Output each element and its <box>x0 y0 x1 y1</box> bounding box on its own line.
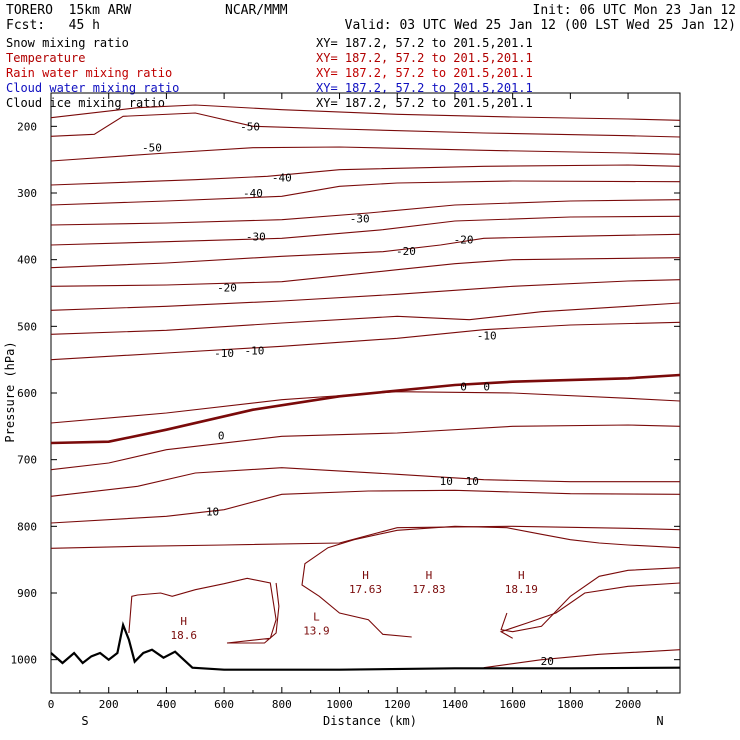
valid-time: Valid: 03 UTC Wed 25 Jan 12 (00 LST Wed … <box>344 18 736 33</box>
y-tick-label: 800 <box>17 520 37 533</box>
legend-label: Temperature <box>6 51 86 65</box>
x-axis-label: Distance (km) <box>323 714 417 728</box>
x-tick-label: 1600 <box>499 698 526 711</box>
isotherm-label: 10 <box>440 475 453 488</box>
y-tick-label: 600 <box>17 387 37 400</box>
isotherm-line <box>50 467 680 497</box>
isotherm-line <box>50 104 681 121</box>
x-tick-label: 2000 <box>615 698 642 711</box>
y-tick-label: 900 <box>17 587 37 600</box>
legend-xy: XY= 187.2, 57.2 to 201.5,201.1 <box>316 66 533 80</box>
extremum-type: L <box>313 610 320 623</box>
isotherm-line <box>50 233 681 269</box>
isotherm-label: -10 <box>477 330 497 343</box>
x-tick-label: 1400 <box>442 698 469 711</box>
extremum-type: H <box>362 569 369 582</box>
isotherm-label: -20 <box>396 245 416 258</box>
terrain-line <box>50 621 681 671</box>
isotherm-label: 10 <box>466 475 479 488</box>
isotherm-label: 0 <box>460 380 467 393</box>
x-tick-label: 1200 <box>384 698 411 711</box>
low-level-contour <box>483 649 681 669</box>
center-label: NCAR/MMM <box>225 3 288 18</box>
isotherm-label: 20 <box>541 655 554 668</box>
forecast-hour: Fcst: 45 h <box>6 18 100 33</box>
isotherm-line <box>50 112 681 138</box>
extremum-type: H <box>426 569 433 582</box>
isotherm-line <box>50 373 681 445</box>
init-time: Init: 06 UTC Mon 23 Jan 12 <box>532 3 737 18</box>
axes: 0 200 400 600 800 1000 1200 1400 1600 1800 2000200… <box>11 93 680 711</box>
legend-label: Rain water mixing ratio <box>6 66 173 80</box>
isotherm-label: 0 <box>483 380 490 393</box>
extremum-value: 18.6 <box>170 629 197 642</box>
y-tick-label: 400 <box>17 254 37 267</box>
isotherm-label: -30 <box>350 212 370 225</box>
x-tick-label: 1800 <box>557 698 584 711</box>
rain-contour <box>499 582 681 639</box>
legend-label: Cloud ice mixing ratio <box>6 96 165 110</box>
legend-xy: XY= 187.2, 57.2 to 201.5,201.1 <box>316 81 533 95</box>
y-axis-label: Pressure (hPa) <box>3 341 17 442</box>
legend-xy: XY= 187.2, 57.2 to 201.5,201.1 <box>316 36 533 50</box>
isotherm-label: 10 <box>206 506 219 519</box>
isotherm-label: -10 <box>214 347 234 360</box>
isotherm-label: -50 <box>142 142 162 155</box>
model-title: TORERO 15km ARW <box>6 3 132 18</box>
isotherm-label: -50 <box>240 120 260 133</box>
x-tick-label: 400 <box>156 698 176 711</box>
rain-contour <box>301 525 681 638</box>
legend-label: Cloud water mixing ratio <box>6 81 180 95</box>
isotherm-line <box>50 391 681 424</box>
y-tick-label: 1000 <box>11 654 38 667</box>
rain-contour <box>128 577 280 644</box>
legend-xy: XY= 187.2, 57.2 to 201.5,201.1 <box>316 51 533 65</box>
isotherm-line <box>50 489 681 524</box>
isotherm-line <box>50 180 681 206</box>
x-end-label-left: S <box>81 714 88 728</box>
y-tick-label: 700 <box>17 454 37 467</box>
isotherm-line <box>50 215 681 246</box>
isotherm-line <box>50 199 681 226</box>
isotherm-line <box>50 257 681 287</box>
x-tick-label: 1000 <box>326 698 353 711</box>
isotherm-label: 0 <box>218 430 225 443</box>
extremum-value: 13.9 <box>303 624 330 637</box>
isotherm-line <box>50 302 681 335</box>
extremum-value: 18.19 <box>505 583 538 596</box>
legend-xy: XY= 187.2, 57.2 to 201.5,201.1 <box>316 96 533 110</box>
extremum-type: H <box>180 615 187 628</box>
extremum-value: 17.83 <box>412 583 445 596</box>
isotherm-label: -20 <box>217 282 237 295</box>
legend-label: Snow mixing ratio <box>6 36 129 50</box>
x-tick-label: 800 <box>272 698 292 711</box>
labels: -50 -50 -40 -40 -30 -30 -20 -20 -20 -10 -10 -10 0 0 0 1… <box>142 120 554 668</box>
isotherm-line <box>50 164 681 186</box>
isotherm-label: -10 <box>244 344 264 357</box>
isotherm-line <box>50 279 681 311</box>
isotherm-label: -40 <box>243 187 263 200</box>
rain-contour <box>500 567 681 633</box>
isotherm-label: -20 <box>454 234 474 247</box>
x-end-label-right: N <box>656 714 663 728</box>
y-tick-label: 500 <box>17 320 37 333</box>
x-tick-label: 0 <box>48 698 55 711</box>
isotherm-line <box>50 146 681 162</box>
isotherm-line <box>50 525 681 549</box>
x-tick-label: 200 <box>99 698 119 711</box>
isotherm-label: -40 <box>272 172 292 185</box>
extremum-value: 17.63 <box>349 583 382 596</box>
contours <box>50 104 681 671</box>
x-tick-label: 600 <box>214 698 234 711</box>
extremum-type: H <box>518 569 525 582</box>
y-tick-label: 200 <box>17 120 37 133</box>
isotherm-line <box>50 424 681 471</box>
isotherm-line <box>50 321 681 361</box>
y-tick-label: 300 <box>17 187 37 200</box>
isotherm-label: -30 <box>246 230 266 243</box>
